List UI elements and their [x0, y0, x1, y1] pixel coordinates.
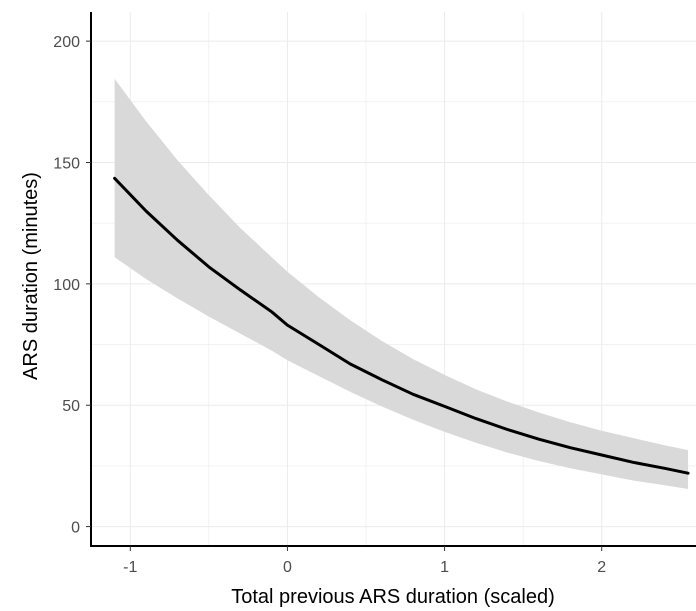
x-tick-label-2: 1	[440, 559, 449, 576]
y-tick-label-4: 200	[53, 34, 80, 51]
x-axis-title: Total previous ARS duration (scaled)	[231, 586, 555, 608]
confidence-band	[114, 78, 689, 490]
x-tick-label-3: 2	[597, 559, 606, 576]
fit-line	[113, 176, 690, 475]
confidence-band-layer	[114, 78, 689, 490]
x-tick-label-0: -1	[123, 559, 137, 576]
axes	[86, 12, 696, 551]
y-tick-label-0: 0	[71, 520, 80, 537]
x-tick-label-1: 0	[283, 559, 292, 576]
y-axis-title: ARS duration (minutes)	[20, 172, 42, 380]
tick-labels: -1 0 1 2 0 50 100 150 200	[53, 34, 606, 576]
y-tick-label-1: 50	[62, 398, 80, 415]
y-tick-label-2: 100	[53, 277, 80, 294]
fit-line-layer	[113, 176, 690, 475]
y-tick-label-3: 150	[53, 155, 80, 172]
